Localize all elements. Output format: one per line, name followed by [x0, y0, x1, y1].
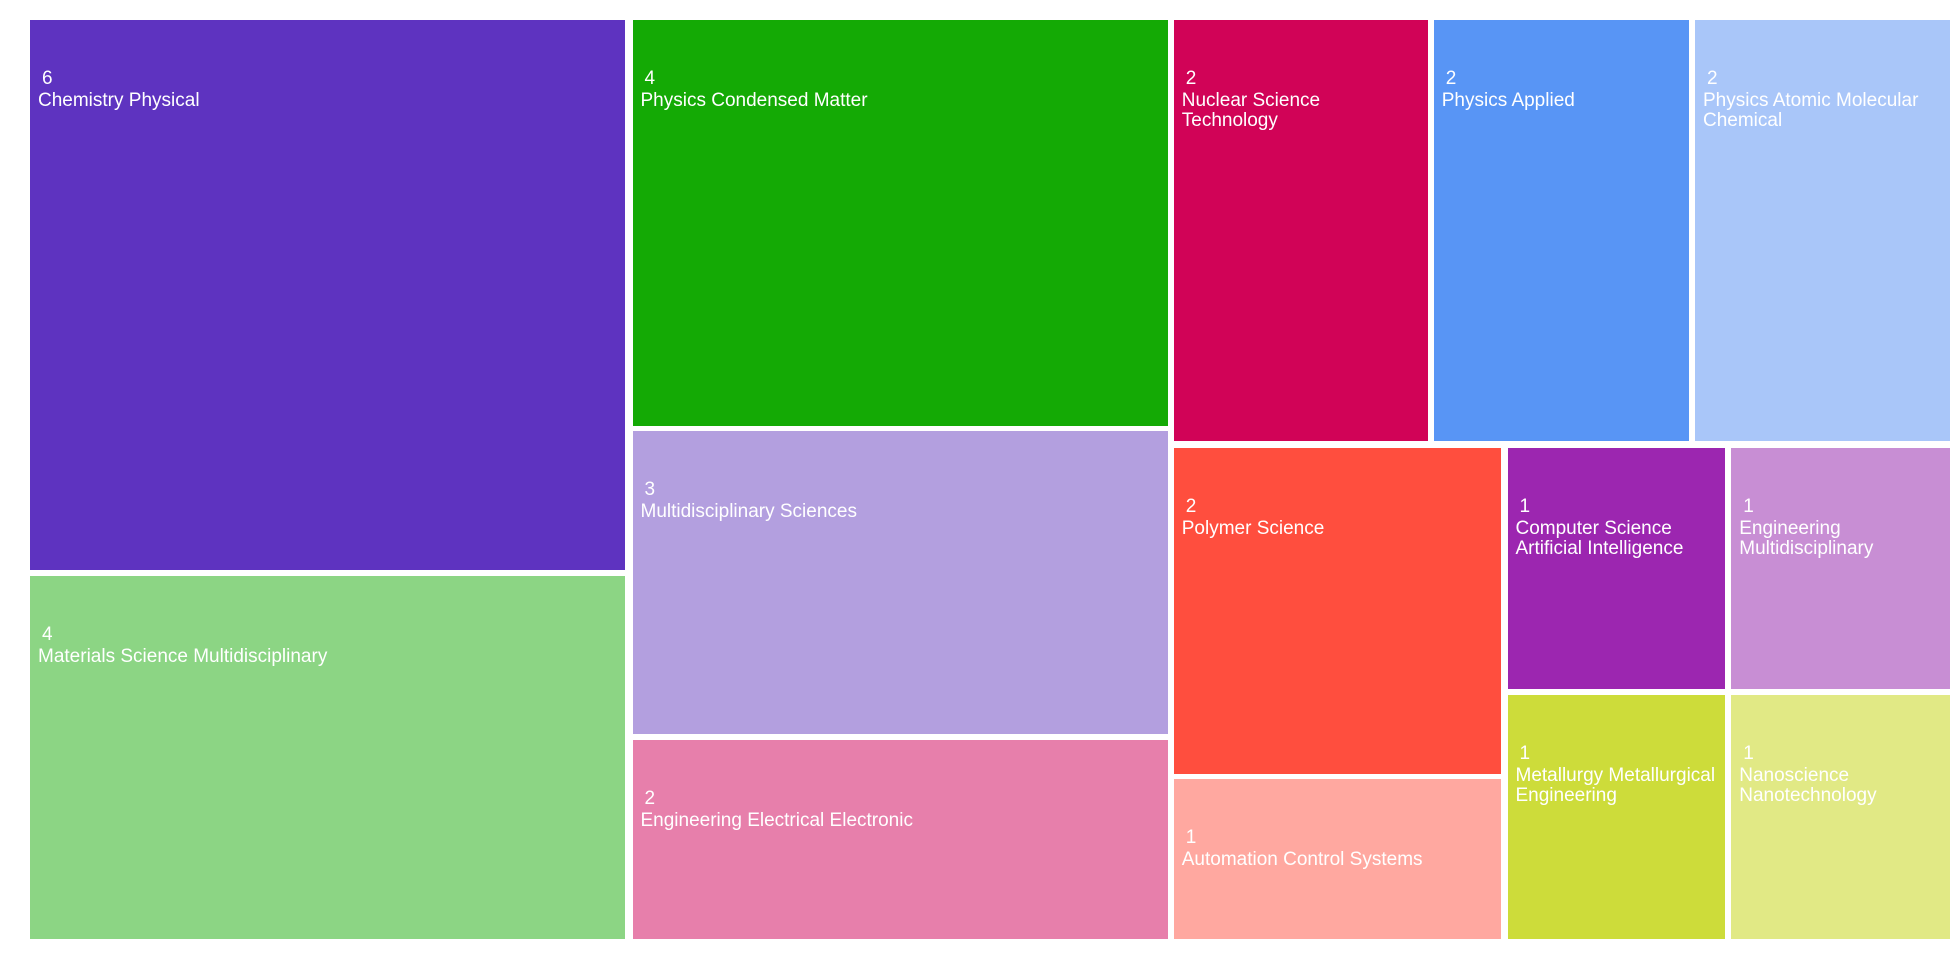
cell-label: Materials Science Multidisciplinary	[38, 646, 328, 668]
cell-value: 2	[644, 788, 656, 809]
cell-value: 2	[1707, 68, 1718, 89]
cell-label: Physics Atomic Molecular Chemical	[1703, 90, 1919, 131]
cell-label: Engineering Multidisciplinary	[1739, 517, 1874, 559]
cell-label: Engineering Electrical Electronic	[640, 810, 913, 831]
cell-value: 4	[644, 68, 656, 89]
treemap-cell	[632, 740, 1168, 939]
cell-value: 3	[644, 479, 656, 501]
treemap-cell	[632, 20, 1168, 427]
cell-label: Metallurgy Metallurgical Engineering	[1515, 765, 1716, 806]
cell-label: Automation Control Systems	[1181, 848, 1423, 870]
cell-value: 1	[1743, 495, 1754, 517]
treemap-cell	[1173, 20, 1428, 442]
cell-value: 6	[42, 68, 53, 89]
cell-value: 1	[1185, 826, 1197, 848]
treemap-cell	[1433, 20, 1689, 442]
treemap-cell	[1731, 447, 1950, 689]
cell-value: 2	[1445, 68, 1457, 89]
cell-value: 2	[1185, 495, 1197, 517]
cell-label: Nanoscience Nanotechnology	[1739, 765, 1877, 806]
treemap-cell	[632, 431, 1168, 734]
cell-label: Computer Science Artificial Intelligence	[1515, 517, 1684, 559]
cell-label: Nuclear Science Technology	[1181, 90, 1321, 131]
treemap-cell	[1695, 20, 1950, 442]
cell-label: Physics Applied	[1441, 90, 1575, 111]
treemap-cell	[1507, 447, 1725, 689]
cell-value: 2	[1185, 68, 1197, 89]
treemap-cell	[1173, 447, 1502, 774]
treemap-cell	[30, 576, 625, 939]
cell-value: 1	[1519, 495, 1531, 517]
treemap-cell	[1507, 695, 1725, 939]
cell-label: Chemistry Physical	[38, 90, 200, 111]
treemap-cell	[30, 20, 625, 570]
cell-value: 1	[1519, 743, 1531, 764]
treemap-cell	[1731, 695, 1950, 939]
cell-value: 4	[42, 624, 53, 646]
cell-value: 1	[1743, 743, 1754, 764]
cell-label: Physics Condensed Matter	[640, 90, 868, 111]
cell-label: Multidisciplinary Sciences	[640, 501, 857, 523]
cell-label: Polymer Science	[1181, 517, 1325, 539]
treemap-cell	[1173, 778, 1502, 939]
